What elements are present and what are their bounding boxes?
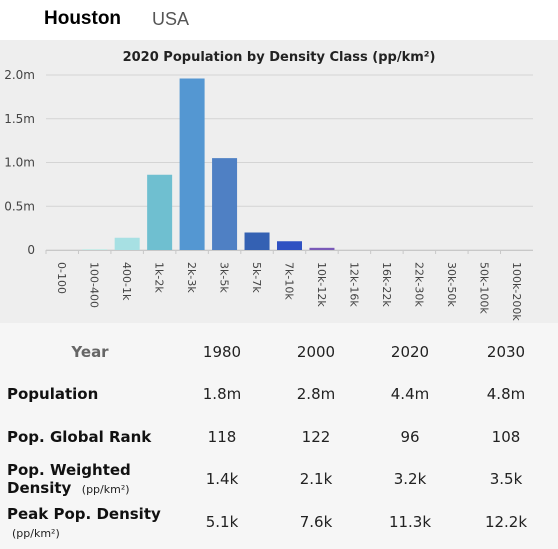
x-tick-label: 400-1k (120, 262, 133, 301)
x-tick-label: 22k-30k (412, 262, 425, 307)
population-2030: 4.8m (486, 385, 526, 403)
global-rank-2000: 122 (301, 428, 331, 446)
global-rank-2030: 108 (491, 428, 521, 446)
x-tick-label: 50k-100k (477, 262, 490, 314)
year-col-1980: 1980 (202, 343, 242, 361)
weighted-density-unit: (pp/km²) (81, 483, 130, 496)
city-header: Houston USA (0, 0, 558, 40)
weighted-density-2020: 3.2k (393, 470, 427, 488)
x-tick-label: 10k-12k (315, 262, 328, 307)
peak-density-1980: 5.1k (205, 513, 239, 531)
chart-title: 2020 Population by Density Class (pp/km²… (123, 50, 436, 65)
city-name: Houston (44, 8, 122, 29)
year-col-2030: 2030 (486, 343, 526, 361)
year-col-2000: 2000 (296, 343, 336, 361)
x-tick-label: 3k-5k (218, 262, 231, 293)
row-label-population: Population (7, 385, 99, 403)
peak-density-unit: (pp/km²) (12, 527, 60, 540)
population-2020: 4.4m (390, 385, 430, 403)
y-tick-label: 0.5m (4, 199, 35, 213)
population-2000: 2.8m (296, 385, 336, 403)
bar-7k-10k (277, 241, 302, 250)
row-label-global-rank: Pop. Global Rank (7, 428, 152, 446)
y-tick-label: 0 (27, 243, 35, 257)
x-tick-label: 5k-7k (250, 262, 263, 293)
bar-1k-2k (147, 174, 173, 250)
weighted-density-1980: 1.4k (205, 470, 239, 488)
x-tick-label: 2k-3k (185, 262, 198, 293)
x-tick-label: 12k-16k (347, 262, 360, 307)
y-tick-label: 2.0m (4, 68, 35, 82)
bar-5k-7k (244, 232, 270, 250)
x-tick-label: 16k-22k (380, 262, 393, 307)
density-chart-panel: 2020 Population by Density Class (pp/km²… (0, 40, 558, 323)
x-tick-label: 1k-2k (153, 262, 166, 293)
bar-100-400 (82, 249, 108, 250)
global-rank-1980: 118 (207, 428, 237, 446)
bar-2k-3k (179, 78, 205, 250)
bar-10k-12k (309, 247, 335, 250)
x-tick-label: 30k-50k (445, 262, 458, 307)
weighted-density-2000: 2.1k (299, 470, 333, 488)
bar-3k-5k (212, 158, 238, 250)
y-tick-label: 1.5m (4, 112, 35, 126)
peak-density-2000: 7.6k (299, 513, 333, 531)
x-tick-label: 7k-10k (283, 262, 296, 300)
x-tick-label: 100-400 (88, 262, 101, 308)
country-name: USA (152, 9, 190, 29)
peak-density-2030: 12.2k (484, 513, 528, 531)
year-header: Year (71, 343, 109, 361)
y-tick-label: 1.0m (4, 156, 35, 170)
row-label-peak-density: Peak Pop. Density (pp/km²) (7, 505, 161, 540)
row-label-weighted-density: Pop. Weighted Density (pp/km²) (7, 461, 131, 497)
year-col-2020: 2020 (390, 343, 430, 361)
x-tick-label: 0-100 (55, 262, 68, 294)
population-table: Year 1980 2000 2020 2030 Population 1.8m… (0, 323, 558, 549)
peak-density-2020: 11.3k (388, 513, 432, 531)
bar-400-1k (114, 237, 140, 250)
density-bar-chart: 2020 Population by Density Class (pp/km²… (4, 50, 533, 321)
weighted-density-2030: 3.5k (489, 470, 523, 488)
population-1980: 1.8m (202, 385, 242, 403)
global-rank-2020: 96 (400, 428, 420, 446)
x-tick-label: 100k-200k (510, 262, 523, 321)
